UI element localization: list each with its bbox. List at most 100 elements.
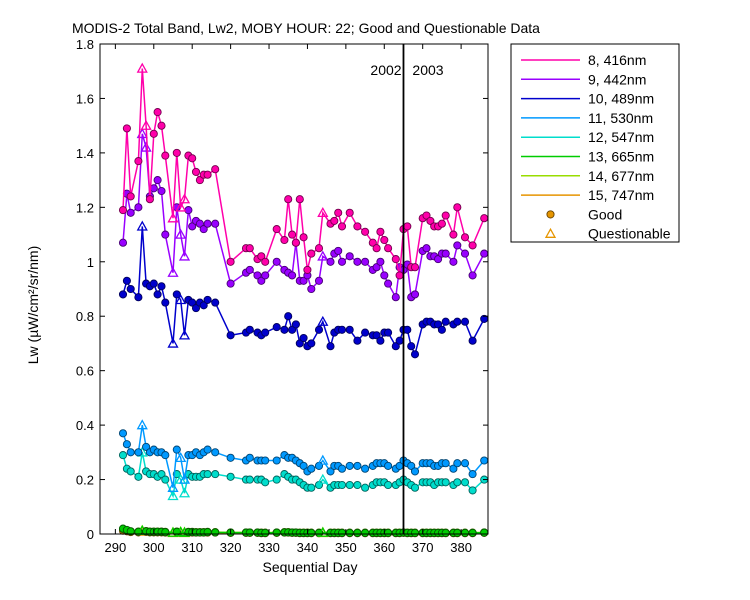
chart-title: MODIS-2 Total Band, Lw2, MOBY HOUR: 22; …: [72, 20, 540, 36]
good-point: [272, 323, 281, 332]
good-point: [480, 214, 489, 223]
series-13-665nm: [118, 524, 489, 537]
legend-good-marker: [546, 210, 555, 219]
good-point: [376, 227, 385, 236]
good-point: [134, 448, 143, 457]
good-point: [441, 478, 450, 487]
good-point: [253, 271, 262, 280]
good-point: [361, 464, 370, 473]
good-point: [361, 528, 370, 537]
good-point: [299, 276, 308, 285]
legend-label: Good: [588, 206, 622, 222]
good-point: [299, 461, 308, 470]
good-point: [295, 195, 304, 204]
good-point: [453, 459, 462, 468]
good-point: [295, 339, 304, 348]
good-point: [203, 528, 212, 537]
good-point: [126, 284, 135, 294]
good-point: [345, 461, 354, 470]
good-point: [314, 276, 324, 285]
legend-entry-marker: Questionable: [544, 226, 671, 242]
good-point: [376, 257, 385, 266]
good-point: [437, 219, 446, 228]
good-point: [434, 320, 443, 329]
good-point: [261, 257, 270, 266]
legend-entry: 8, 416nm: [521, 52, 646, 68]
questionable-point: [178, 250, 191, 261]
questionable-point: [175, 228, 187, 239]
y-tick-label: 0: [87, 527, 94, 542]
good-point: [188, 154, 197, 163]
legend-entry: 10, 489nm: [521, 91, 654, 107]
good-point: [257, 252, 266, 261]
good-point: [272, 456, 281, 465]
questionable-point: [167, 337, 179, 348]
good-point: [480, 249, 489, 258]
x-tick-label: 300: [143, 540, 165, 555]
good-point: [376, 336, 385, 345]
good-point: [361, 483, 370, 492]
good-point: [453, 241, 462, 250]
good-point: [384, 244, 393, 253]
good-point: [245, 528, 254, 537]
good-point: [337, 257, 347, 266]
x-tick-label: 320: [220, 540, 242, 555]
good-point: [126, 192, 135, 201]
y-tick-label: 1.8: [76, 37, 94, 52]
legend-questionable-marker: [544, 227, 557, 238]
good-point: [126, 448, 135, 457]
good-point: [407, 342, 416, 351]
good-point: [410, 263, 420, 272]
good-point: [434, 255, 443, 264]
x-tick-label: 380: [450, 540, 472, 555]
good-point: [391, 293, 400, 302]
good-point: [468, 336, 477, 345]
good-point: [372, 263, 381, 272]
good-point: [361, 227, 370, 236]
good-point: [272, 257, 281, 266]
good-point: [361, 257, 370, 266]
good-point: [460, 459, 470, 468]
good-point: [203, 470, 212, 479]
x-tick-label: 340: [297, 540, 319, 555]
good-point: [280, 325, 289, 334]
good-point: [226, 472, 235, 481]
good-point: [157, 282, 166, 291]
good-point: [195, 176, 204, 185]
good-point: [441, 211, 450, 220]
good-point: [122, 124, 131, 133]
good-point: [453, 528, 462, 537]
good-point: [380, 235, 389, 245]
good-point: [280, 235, 289, 245]
good-point: [480, 456, 489, 465]
good-point: [126, 208, 135, 217]
good-point: [345, 208, 354, 217]
good-point: [261, 528, 270, 537]
questionable-point: [167, 490, 179, 501]
good-point: [211, 298, 220, 307]
good-point: [391, 255, 400, 264]
good-point: [272, 225, 281, 234]
good-point: [211, 219, 220, 228]
good-point: [245, 244, 254, 253]
good-point: [307, 339, 316, 348]
questionable-point: [317, 473, 329, 484]
good-point: [149, 129, 158, 138]
good-point: [372, 244, 381, 253]
questionable-point: [167, 481, 179, 492]
good-point: [188, 222, 197, 231]
good-point: [403, 222, 412, 231]
legend-entry: 14, 677nm: [521, 168, 654, 184]
good-point: [410, 350, 420, 359]
questionable-point: [178, 473, 191, 484]
good-point: [460, 478, 470, 487]
x-tick-label: 330: [258, 540, 280, 555]
good-point: [337, 480, 347, 490]
good-point: [245, 475, 254, 484]
good-point: [468, 470, 477, 479]
legend-label: 12, 547nm: [588, 129, 654, 145]
good-point: [334, 208, 343, 217]
good-point: [134, 157, 143, 166]
legend-entry: 15, 747nm: [521, 187, 654, 203]
good-point: [157, 121, 166, 130]
